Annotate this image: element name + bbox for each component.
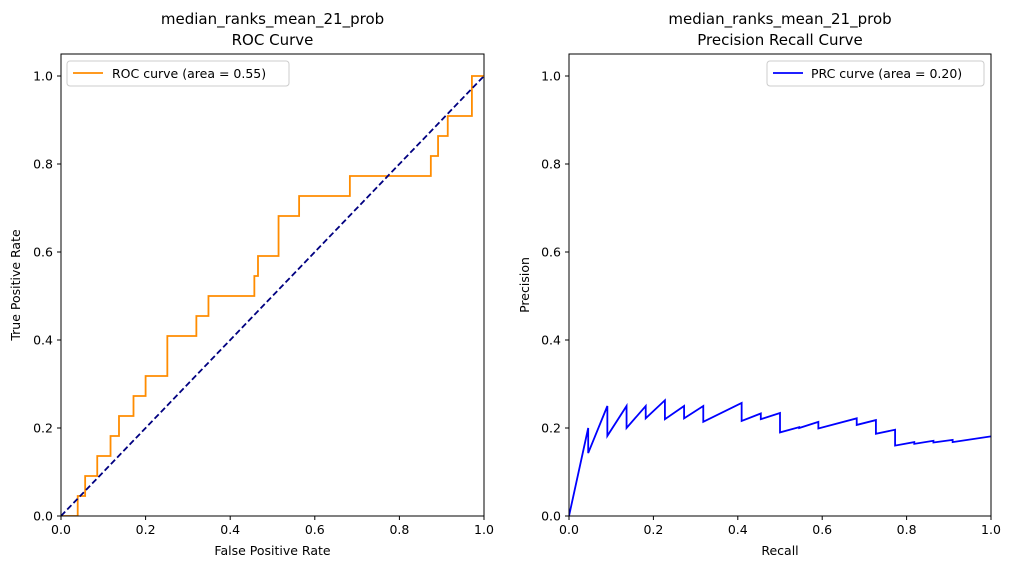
roc-y-axis: 0.0 0.2 0.4 0.6 0.8 1.0 (33, 69, 53, 524)
prc-x-axis-label: Recall (761, 543, 798, 558)
prc-y-tick-label: 1.0 (541, 69, 561, 84)
prc-y-tick-label: 0.6 (541, 245, 561, 260)
prc-y-axis: 0.0 0.2 0.4 0.6 0.8 1.0 (541, 69, 561, 524)
prc-x-tick-label: 0.4 (728, 522, 748, 537)
prc-x-tick-label: 0.2 (643, 522, 663, 537)
prc-y-tick-label: 0.2 (541, 421, 561, 436)
roc-x-tick-label: 0.8 (389, 522, 409, 537)
prc-x-tick-label: 1.0 (981, 522, 1001, 537)
prc-y-tick-label: 0.8 (541, 157, 561, 172)
roc-x-tick-label: 1.0 (474, 522, 494, 537)
roc-y-tick-label: 1.0 (33, 69, 53, 84)
prc-axes-frame (568, 53, 992, 517)
roc-y-tick-label: 0.0 (33, 509, 53, 524)
prc-y-tick-label: 0.0 (541, 509, 561, 524)
roc-curve-line (61, 75, 484, 516)
roc-y-tick-label: 0.2 (33, 421, 53, 436)
roc-y-tick-label: 0.8 (33, 157, 53, 172)
roc-chart: median_ranks_mean_21_prob ROC Curve 0.0 … (8, 10, 494, 558)
prc-chart-subtitle: Precision Recall Curve (697, 31, 862, 49)
roc-y-tick-label: 0.4 (33, 333, 53, 348)
roc-x-axis-label: False Positive Rate (214, 543, 330, 558)
roc-axes-frame (60, 53, 485, 517)
prc-x-tick-label: 0.8 (897, 522, 917, 537)
roc-plot-area (61, 75, 484, 516)
roc-chance-diagonal-line (61, 75, 484, 516)
prc-plot-area (569, 398, 991, 516)
prc-y-axis-label: Precision (517, 257, 532, 313)
prc-x-tick-label: 0.6 (812, 522, 832, 537)
roc-legend-label: ROC curve (area = 0.55) (112, 66, 266, 81)
prc-chart-title: median_ranks_mean_21_prob (668, 10, 891, 29)
roc-x-tick-label: 0.6 (305, 522, 325, 537)
prc-x-tick-label: 0.0 (559, 522, 579, 537)
roc-x-axis: 0.0 0.2 0.4 0.6 0.8 1.0 (51, 522, 494, 537)
prc-y-tick-label: 0.4 (541, 333, 561, 348)
roc-chart-title: median_ranks_mean_21_prob (161, 10, 384, 29)
prc-legend: PRC curve (area = 0.20) (766, 60, 985, 87)
prc-curve-line (569, 398, 991, 516)
prc-legend-box (766, 60, 985, 87)
prc-chart: median_ranks_mean_21_prob Precision Reca… (517, 10, 1001, 558)
roc-x-tick-label: 0.0 (51, 522, 71, 537)
roc-x-tick-label: 0.4 (220, 522, 240, 537)
prc-legend-label: PRC curve (area = 0.20) (811, 66, 962, 81)
prc-x-axis: 0.0 0.2 0.4 0.6 0.8 1.0 (559, 522, 1001, 537)
roc-y-tick-label: 0.6 (33, 245, 53, 260)
roc-x-tick-label: 0.2 (136, 522, 156, 537)
roc-y-axis-label: True Positive Rate (8, 229, 23, 342)
roc-chart-subtitle: ROC Curve (232, 31, 314, 49)
roc-legend-box (66, 60, 290, 87)
roc-legend: ROC curve (area = 0.55) (66, 60, 290, 87)
